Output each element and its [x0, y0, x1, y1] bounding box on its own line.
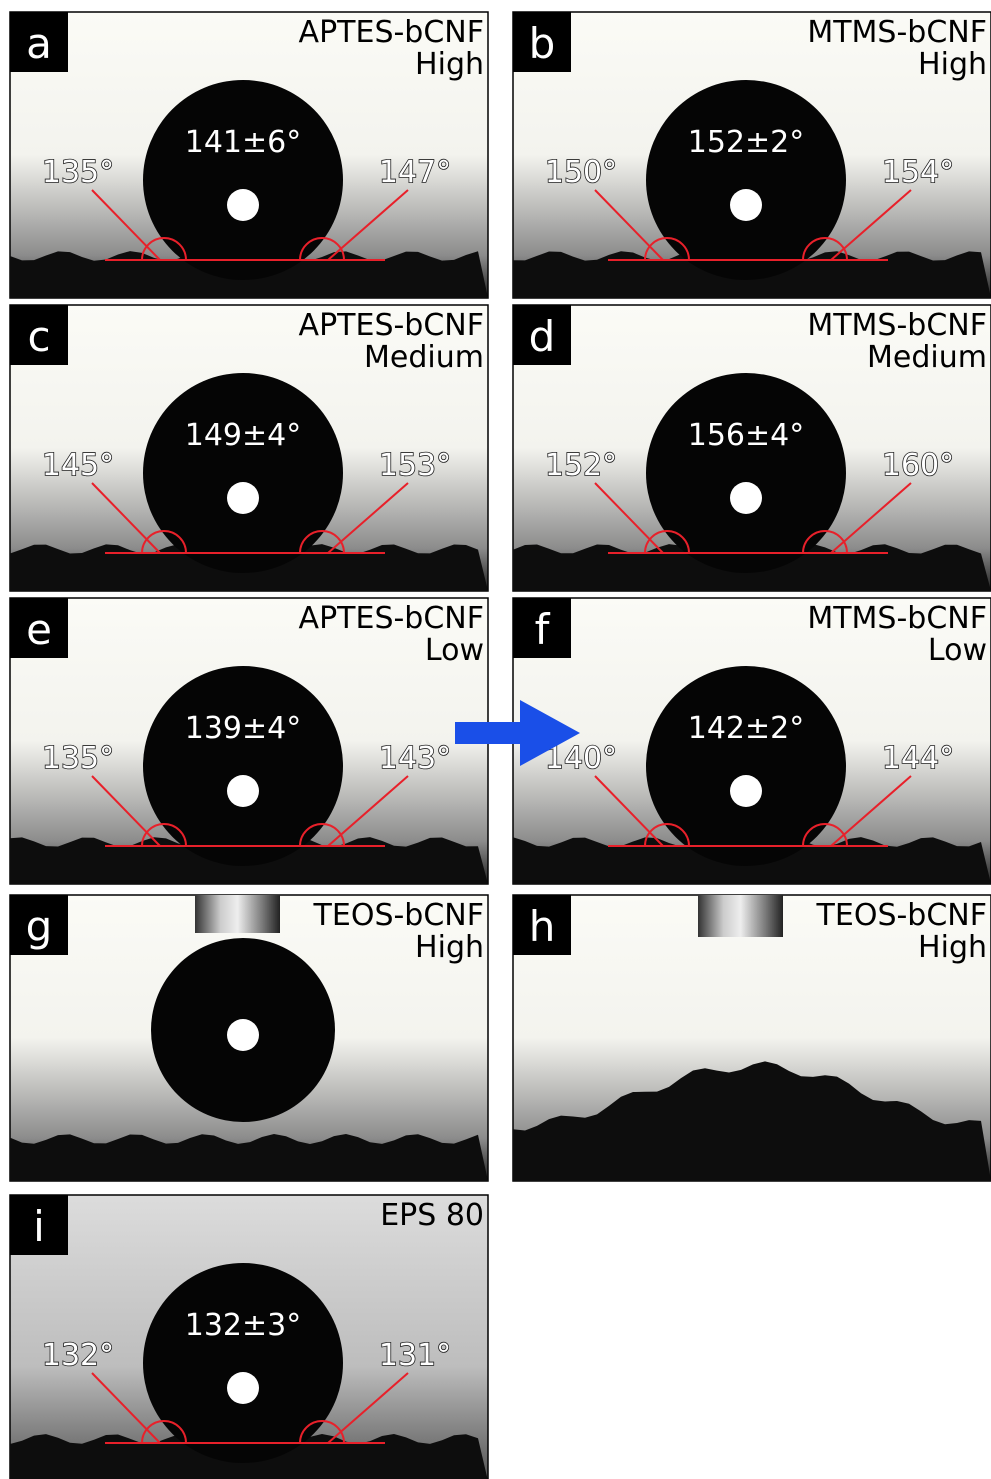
mean-angle: 132±3°	[185, 1308, 301, 1343]
droplet-highlight	[730, 775, 762, 807]
mean-angle: 152±2°	[688, 125, 804, 160]
panel-subtitle: High	[918, 930, 987, 965]
panel-subtitle: High	[415, 930, 484, 965]
panel-letter: d	[529, 312, 556, 361]
panel-subtitle: Medium	[867, 340, 987, 375]
right-angle: 147°	[379, 155, 451, 190]
panel-title: MTMS-bCNF	[807, 308, 987, 343]
panel-title: MTMS-bCNF	[807, 15, 987, 50]
right-angle: 131°	[379, 1338, 451, 1373]
left-angle: 132°	[42, 1338, 114, 1373]
left-angle: 135°	[42, 741, 114, 776]
panel-title: APTES-bCNF	[299, 308, 484, 343]
droplet-highlight	[227, 1019, 259, 1051]
mean-angle: 156±4°	[688, 418, 804, 453]
droplet	[143, 1263, 343, 1463]
panel-title: MTMS-bCNF	[807, 601, 987, 636]
droplet	[143, 373, 343, 573]
right-angle: 154°	[882, 155, 954, 190]
panel-letter: i	[33, 1202, 45, 1251]
droplet	[646, 373, 846, 573]
droplet	[143, 80, 343, 280]
panel-subtitle: Low	[425, 633, 484, 668]
droplet-highlight	[227, 189, 259, 221]
right-angle: 160°	[882, 448, 954, 483]
panel-title: TEOS-bCNF	[313, 898, 484, 933]
droplet-highlight	[227, 1372, 259, 1404]
panel-subtitle: Low	[928, 633, 987, 668]
mean-angle: 139±4°	[185, 711, 301, 746]
panel-subtitle: High	[415, 47, 484, 82]
droplet-highlight	[730, 482, 762, 514]
left-angle: 152°	[545, 448, 617, 483]
panel-letter: a	[26, 19, 52, 68]
droplet-highlight	[227, 775, 259, 807]
left-angle: 150°	[545, 155, 617, 190]
figure: aAPTES-bCNFHigh141±6°135°147°bMTMS-bCNFH…	[0, 0, 991, 1479]
right-angle: 144°	[882, 741, 954, 776]
panel: i EPS 80 132±3° 132° 131°	[10, 1195, 488, 1479]
needle	[698, 895, 783, 937]
panel-title: TEOS-bCNF	[816, 898, 987, 933]
mean-angle: 141±6°	[185, 125, 301, 160]
right-angle: 143°	[379, 741, 451, 776]
panel-letter: b	[529, 19, 556, 68]
needle	[195, 895, 280, 933]
droplet	[143, 666, 343, 866]
panel-title: APTES-bCNF	[299, 601, 484, 636]
droplet	[646, 666, 846, 866]
mean-angle: 142±2°	[688, 711, 804, 746]
left-angle: 135°	[42, 155, 114, 190]
panel-title: EPS 80	[380, 1198, 484, 1233]
panel-letter: c	[27, 312, 50, 361]
panel-letter: g	[26, 902, 53, 951]
panel-letter: h	[529, 902, 556, 951]
droplet	[646, 80, 846, 280]
right-angle: 153°	[379, 448, 451, 483]
droplet-highlight	[227, 482, 259, 514]
mean-angle: 149±4°	[185, 418, 301, 453]
panel-letter: f	[535, 605, 551, 654]
panel-subtitle: High	[918, 47, 987, 82]
droplet-highlight	[730, 189, 762, 221]
panel-title: APTES-bCNF	[299, 15, 484, 50]
panel-letter: e	[26, 605, 52, 654]
left-angle: 145°	[42, 448, 114, 483]
panel-subtitle: Medium	[364, 340, 484, 375]
